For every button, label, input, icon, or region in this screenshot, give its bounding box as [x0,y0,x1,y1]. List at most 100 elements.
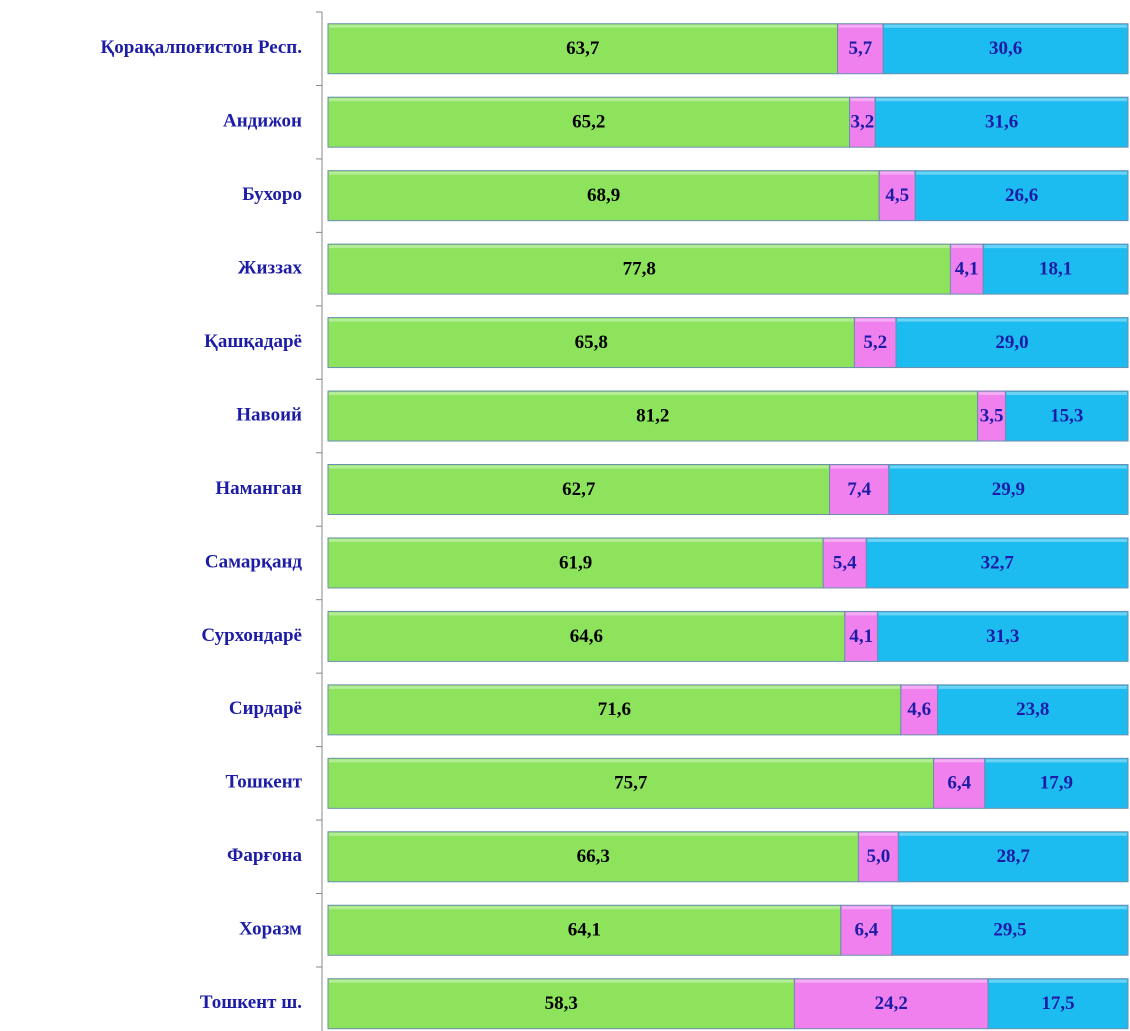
bar-segment [829,463,890,515]
bar-highlight [880,171,915,175]
category-label: Андижон [223,111,302,132]
value-label: 65,8 [575,332,608,353]
category-label: Сирдарё [229,698,302,719]
value-label: 6,4 [947,773,971,794]
bar-highlight [830,465,888,469]
bar-segment [327,96,851,148]
bar-segment [327,23,839,75]
value-label: 68,9 [587,185,620,206]
value-label: 61,9 [559,552,592,573]
category-label: Жиззах [238,257,303,278]
value-label: 4,5 [885,185,909,206]
bar-segment [949,243,984,295]
category-label: Навоий [236,404,302,425]
value-label: 17,9 [1040,773,1073,794]
bar-segment [937,684,1129,736]
value-label: 31,3 [986,626,1019,647]
category-label: Самарқанд [205,551,302,572]
value-label: 30,6 [989,38,1022,59]
category-label: Тошкент ш. [200,992,302,1013]
value-label: 58,3 [545,993,578,1014]
value-label: 32,7 [981,552,1015,573]
bar-segment [984,757,1129,809]
bar-segment [882,23,1129,75]
value-label: 77,8 [623,258,656,279]
value-label: 7,4 [847,479,871,500]
value-label: 4,6 [907,699,931,720]
category-label: Хоразм [239,919,302,940]
bar-segment [987,978,1129,1030]
bar-segment [822,537,867,589]
bar-highlight [985,759,1127,763]
bar-highlight [1006,392,1127,396]
bar-segment [327,170,880,222]
bar-segment [933,757,986,809]
value-label: 17,5 [1041,993,1074,1014]
value-label: 5,7 [849,38,873,59]
bar-segment [853,317,897,369]
value-label: 5,0 [867,846,891,867]
bar-segment [327,904,842,956]
bar-segment [888,463,1129,515]
bar-highlight [329,832,858,836]
category-label: Бухоро [242,184,302,205]
bar-highlight [329,245,950,249]
bar-segment [865,537,1129,589]
bar-segment [327,243,951,295]
bar-highlight [329,98,849,102]
bar-segment [327,317,855,369]
category-label: Қорақалпоғистон Респ. [100,37,302,58]
bar-highlight [329,979,794,983]
bar-highlight [899,832,1127,836]
bar-highlight [859,832,898,836]
bar-highlight [329,612,844,616]
value-label: 23,8 [1016,699,1049,720]
value-label: 64,6 [570,626,603,647]
bar-segment [982,243,1129,295]
bar-highlight [938,685,1127,689]
category-label: Тошкент [225,772,302,793]
bar-highlight [329,318,854,322]
bar-highlight [978,392,1005,396]
value-label: 3,2 [851,112,875,133]
bar-segment [327,684,902,736]
category-label: Сурхондарё [201,625,302,646]
bar-highlight [855,318,895,322]
bar-segment [327,463,831,515]
value-label: 4,1 [849,626,873,647]
bar-highlight [329,392,977,396]
bar-highlight [878,612,1127,616]
bar-highlight [989,979,1127,983]
value-label: 63,7 [566,38,600,59]
bar-segment [878,170,916,222]
bar-segment [840,904,893,956]
bar-highlight [901,685,937,689]
bar-highlight [867,538,1127,542]
bar-highlight [889,465,1127,469]
bar-highlight [893,906,1127,910]
bar-segment [877,610,1129,662]
value-label: 29,5 [993,920,1026,941]
bar-highlight [329,171,879,175]
bar-highlight [897,318,1127,322]
bar-highlight [838,24,883,28]
bar-highlight [841,906,891,910]
bar-segment [977,390,1007,442]
bar-highlight [824,538,866,542]
category-label: Қашқадарё [204,331,302,352]
bar-highlight [845,612,877,616]
bar-highlight [876,98,1127,102]
bar-segment [1005,390,1129,442]
value-label: 4,1 [955,258,979,279]
value-label: 24,2 [875,993,908,1014]
value-label: 75,7 [614,773,648,794]
bar-highlight [884,24,1127,28]
value-label: 81,2 [636,405,669,426]
bar-highlight [329,24,837,28]
bar-segment [900,684,939,736]
bar-highlight [329,759,933,763]
bar-highlight [984,245,1127,249]
bar-segment [914,170,1129,222]
value-label: 64,1 [568,920,601,941]
